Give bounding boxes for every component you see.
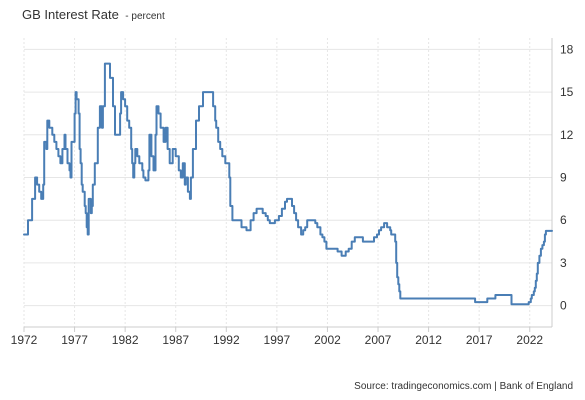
tick-labels: 0 3 6 9 12 15 18 1972 1977 1982 1987 1992 1997 2002 20… (11, 42, 574, 347)
x-tick-label: 1992 (213, 333, 240, 347)
y-tick-label: 6 (560, 213, 567, 227)
x-tick-label: 2007 (365, 333, 392, 347)
x-tick-label: 2017 (466, 333, 493, 347)
x-tick-label: 2002 (314, 333, 341, 347)
series-layer (23, 62, 553, 306)
y-tick-label: 15 (560, 85, 574, 99)
y-tick-label: 9 (560, 171, 567, 185)
y-tick-label: 18 (560, 42, 574, 56)
chart-subtitle: - percent (125, 11, 165, 22)
x-tick-label: 2012 (415, 333, 442, 347)
series-line (23, 62, 553, 306)
x-tick-label: 1972 (11, 333, 38, 347)
x-tick-label: 1982 (112, 333, 139, 347)
chart-header: GB Interest Rate - percent (22, 6, 165, 24)
grid (23, 38, 552, 327)
x-tick-label: 1977 (61, 333, 88, 347)
chart-title: GB Interest Rate (22, 7, 119, 22)
x-tick-label: 1987 (162, 333, 189, 347)
y-tick-label: 3 (560, 256, 567, 270)
source-note: Source: tradingeconomics.com | Bank of E… (354, 381, 573, 392)
x-tick-label: 2022 (516, 333, 543, 347)
axes (23, 38, 553, 332)
y-tick-label: 0 (560, 299, 567, 313)
y-tick-label: 12 (560, 128, 574, 142)
x-tick-label: 1997 (264, 333, 291, 347)
